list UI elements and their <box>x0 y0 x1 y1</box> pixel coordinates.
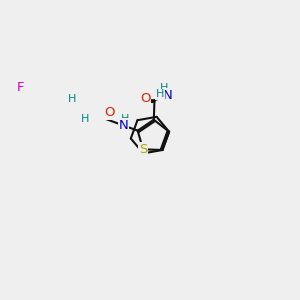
Text: O: O <box>104 106 115 119</box>
Text: H: H <box>68 94 76 104</box>
Text: H: H <box>156 89 164 99</box>
Text: N: N <box>119 119 129 132</box>
Text: N: N <box>162 89 172 102</box>
Text: H: H <box>121 114 129 124</box>
Text: S: S <box>139 143 147 156</box>
Text: F: F <box>16 81 24 94</box>
Text: H: H <box>81 114 89 124</box>
Text: O: O <box>140 92 151 105</box>
Text: H: H <box>160 83 168 93</box>
